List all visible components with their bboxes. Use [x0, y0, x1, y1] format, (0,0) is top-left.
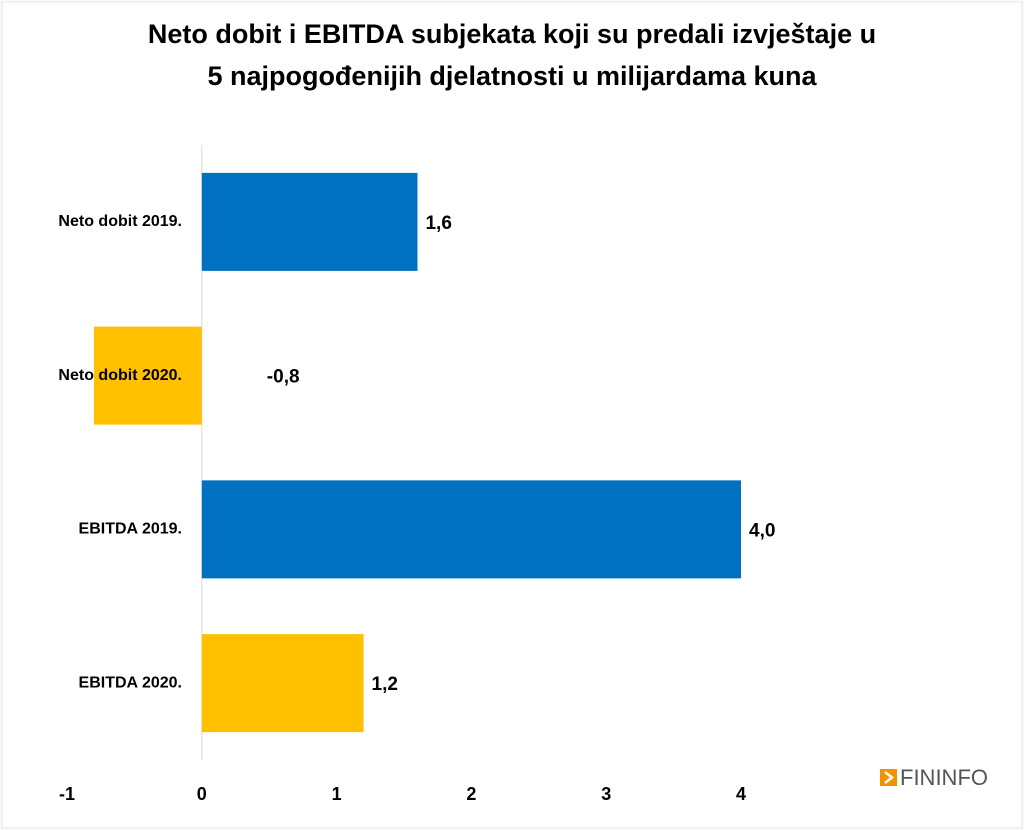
bar	[93, 326, 202, 425]
x-tick-label: 1	[332, 784, 342, 804]
y-tick-label: Neto dobit 2020.	[58, 367, 182, 384]
x-tick-label: 0	[197, 784, 207, 804]
chart-title: 5 najpogođenijih djelatnosti u milijarda…	[207, 61, 817, 91]
data-label: 1,6	[425, 213, 451, 234]
x-tick-label: 2	[466, 784, 476, 804]
x-tick-label: 4	[736, 784, 746, 804]
y-tick-label: EBITDA 2020.	[79, 674, 182, 691]
data-label: 1,2	[372, 674, 398, 695]
bar	[201, 634, 364, 733]
x-tick-label: -1	[59, 784, 75, 804]
x-tick-label: 3	[601, 784, 611, 804]
logo-arrow	[884, 771, 895, 784]
y-tick-label: Neto dobit 2019.	[58, 213, 182, 230]
y-tick-label: EBITDA 2019.	[79, 521, 182, 538]
logo: FININFO	[880, 765, 988, 790]
chart-title: Neto dobit i EBITDA subjekata koji su pr…	[148, 19, 876, 49]
bar	[201, 480, 742, 579]
logo-text: FININFO	[900, 765, 988, 790]
data-label: 4,0	[749, 520, 775, 541]
bar	[201, 172, 418, 271]
data-label: -0,8	[267, 367, 300, 388]
logo-icon	[880, 769, 897, 786]
